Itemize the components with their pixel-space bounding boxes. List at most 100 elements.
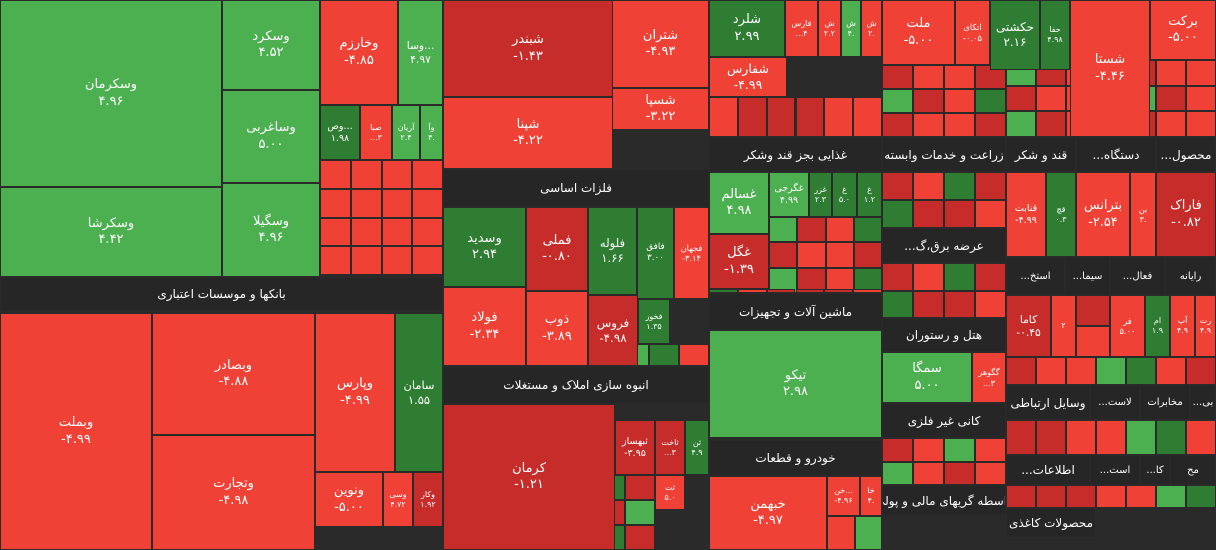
tile <box>1156 111 1186 137</box>
stock-tile: وسگیلا ۴.۹۶ <box>222 183 320 277</box>
stock-name: ثبهساز <box>622 435 648 447</box>
stock-name: وپارس <box>336 376 373 392</box>
stock-name: وسی <box>389 489 407 499</box>
price-change: ۳. <box>1139 214 1147 224</box>
stock-tile: ش ۲. <box>861 0 882 57</box>
sector-header: بانکها و موسسات اعتباری <box>0 277 443 311</box>
stock-tile: شفارس -۴.۹۹ <box>709 57 787 97</box>
stock-tile: آپ ۴.۹ <box>1170 295 1195 357</box>
stock-tile: ملت -۵.۰۰ <box>882 0 955 65</box>
price-change: -۳.۸۹ <box>542 328 572 344</box>
tile <box>913 200 944 228</box>
stock-name: سمگا <box>912 361 942 377</box>
stock-name: فولاد <box>471 310 498 326</box>
tile <box>882 172 913 200</box>
tile <box>624 525 655 550</box>
tile <box>853 289 882 293</box>
tile <box>913 113 944 137</box>
tile <box>1006 357 1036 385</box>
sector-header: فعال... <box>1110 257 1165 295</box>
tile <box>797 242 826 268</box>
tile <box>350 217 382 247</box>
price-change: -۰.۸۰ <box>542 249 572 264</box>
stock-tile: اتکای -۰.۰۵ <box>955 0 990 65</box>
tile <box>1066 485 1096 508</box>
tile <box>350 246 382 275</box>
sector-header: استخ... <box>1006 257 1065 295</box>
tile <box>1006 111 1036 137</box>
stock-tile: شبندر -۱.۴۳ <box>443 0 613 97</box>
tile <box>975 461 1006 485</box>
tile <box>975 89 1006 113</box>
tile <box>1006 85 1036 112</box>
stock-tile: فملی -۰.۸۰ <box>526 207 588 291</box>
tile <box>412 188 443 218</box>
stock-tile: سمگا ۵.۰۰ <box>882 352 972 403</box>
stock-name: ثاخت <box>661 437 679 447</box>
sector-header: دستگاه... <box>1076 137 1156 172</box>
tile <box>320 246 351 275</box>
sector-header: زراعت و خدمات وابسته <box>882 137 1006 172</box>
stock-tile: وآ ۴. <box>420 105 443 160</box>
stock-name: وسکرمان <box>85 77 137 93</box>
stock-name: سامان <box>403 378 435 393</box>
price-change: -۲.۵۴ <box>1088 214 1118 230</box>
stock-tile: غگل -۱.۳۹ <box>709 234 769 289</box>
tile <box>854 516 882 550</box>
stock-name: شسپا <box>645 92 676 108</box>
stock-tile: فلوله ۱.۶۶ <box>588 207 637 295</box>
price-change: -۴.۸۵ <box>344 52 374 68</box>
price-change: -۳.۲۲ <box>645 109 676 124</box>
tile <box>944 65 975 89</box>
tile <box>882 438 913 462</box>
stock-name: ام <box>1153 316 1162 325</box>
stock-tile: خا ۴. <box>860 476 882 516</box>
stock-tile: وکار ۱.۹۲ <box>413 472 443 527</box>
price-change: ۴.۴۲ <box>98 232 124 247</box>
price-change: ۲.۱۶ <box>1003 35 1027 49</box>
stock-tile: وسکرمان ۴.۹۶ <box>0 0 222 187</box>
tile <box>1186 357 1216 385</box>
stock-name: شتران <box>642 27 679 43</box>
stock-name: وبملت <box>58 415 94 431</box>
stock-tile: وساغربی ۵.۰۰ <box>222 90 320 183</box>
price-change: ۴.۹۶ <box>98 93 124 109</box>
stock-tile: فر ۵.۰۰ <box>1110 295 1145 357</box>
tile <box>1186 60 1216 86</box>
stock-name: شلرد <box>732 12 762 28</box>
stock-name: فر <box>1123 315 1132 326</box>
stock-name: ۲ <box>1061 321 1066 330</box>
stock-name: قنابت <box>1014 202 1038 214</box>
price-change: -۴.۲۲ <box>513 133 543 148</box>
price-change: ۳.۰۰ <box>647 253 664 263</box>
stock-name: فملی <box>542 232 572 248</box>
tile <box>825 242 854 268</box>
stock-name: غسالم <box>721 186 757 202</box>
price-change: ...۳ <box>370 132 382 142</box>
price-change: -۴.۹۹ <box>340 392 370 408</box>
stock-tile: فافق ۳.۰۰ <box>637 207 674 299</box>
stock-name: وسکرشا <box>87 215 135 231</box>
sector-header: بی... <box>1190 385 1216 420</box>
tile <box>1156 60 1186 86</box>
price-change: ۱.۵۵ <box>407 392 430 407</box>
tile <box>882 200 913 228</box>
price-change: -۴.۹۹ <box>61 431 91 447</box>
stock-tile: صبا ...۳ <box>360 105 392 160</box>
stock-tile: شتران -۴.۹۳ <box>612 0 709 88</box>
price-change: ۴.۹۸ <box>726 203 752 218</box>
price-change: ۲.۹۸ <box>782 384 809 399</box>
stock-name: گگوهر <box>978 367 1000 378</box>
price-change: -۱.۴۳ <box>513 48 543 64</box>
price-change: ۱.۹۲ <box>420 499 436 509</box>
tile <box>853 97 882 137</box>
stock-name: شبندر <box>512 32 544 48</box>
price-change: ۵.۰۰ <box>914 377 940 393</box>
price-change: ۰.۳ <box>1055 214 1067 224</box>
tile <box>320 217 351 247</box>
price-change: ۱.۹۸ <box>330 132 350 144</box>
stock-tile: تیکو ۲.۹۸ <box>709 330 882 438</box>
price-change: ۴.۵۲ <box>258 45 284 60</box>
sector-header: محصول... <box>1156 137 1216 172</box>
price-change: ۴. <box>428 132 435 142</box>
